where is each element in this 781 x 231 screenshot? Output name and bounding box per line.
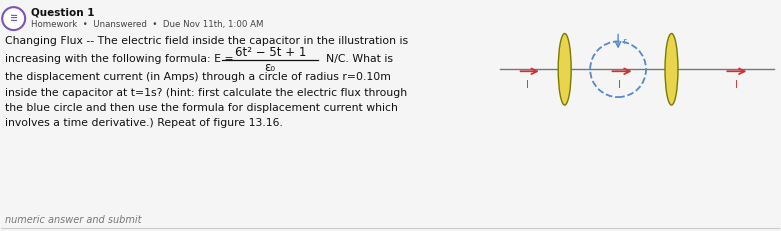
Circle shape: [2, 7, 25, 30]
Text: 6t² − 5t + 1: 6t² − 5t + 1: [234, 46, 306, 59]
Ellipse shape: [665, 33, 678, 105]
Ellipse shape: [558, 33, 571, 105]
Text: ε₀: ε₀: [265, 61, 276, 74]
Text: increasing with the following formula: E =: increasing with the following formula: E…: [5, 54, 234, 64]
Text: r: r: [622, 37, 626, 46]
Text: the displacement current (in Amps) through a circle of radius r=0.10m: the displacement current (in Amps) throu…: [5, 72, 390, 82]
Text: I: I: [618, 80, 621, 90]
Text: inside the capacitor at t=1s? (hint: first calculate the electric flux through: inside the capacitor at t=1s? (hint: fir…: [5, 88, 407, 98]
Text: I: I: [526, 80, 530, 90]
Text: Changing Flux -- The electric field inside the capacitor in the illustration is: Changing Flux -- The electric field insi…: [5, 36, 408, 46]
Text: I: I: [735, 80, 738, 90]
Text: Homework  •  Unanswered  •  Due Nov 11th, 1:00 AM: Homework • Unanswered • Due Nov 11th, 1:…: [30, 20, 263, 29]
Text: numeric answer and submit: numeric answer and submit: [5, 215, 141, 225]
Text: the blue circle and then use the formula for displacement current which: the blue circle and then use the formula…: [5, 103, 398, 113]
Text: involves a time derivative.) Repeat of figure 13.16.: involves a time derivative.) Repeat of f…: [5, 118, 283, 128]
Text: ≡: ≡: [9, 13, 18, 23]
Text: N/C. What is: N/C. What is: [326, 54, 393, 64]
Text: Question 1: Question 1: [30, 8, 95, 18]
